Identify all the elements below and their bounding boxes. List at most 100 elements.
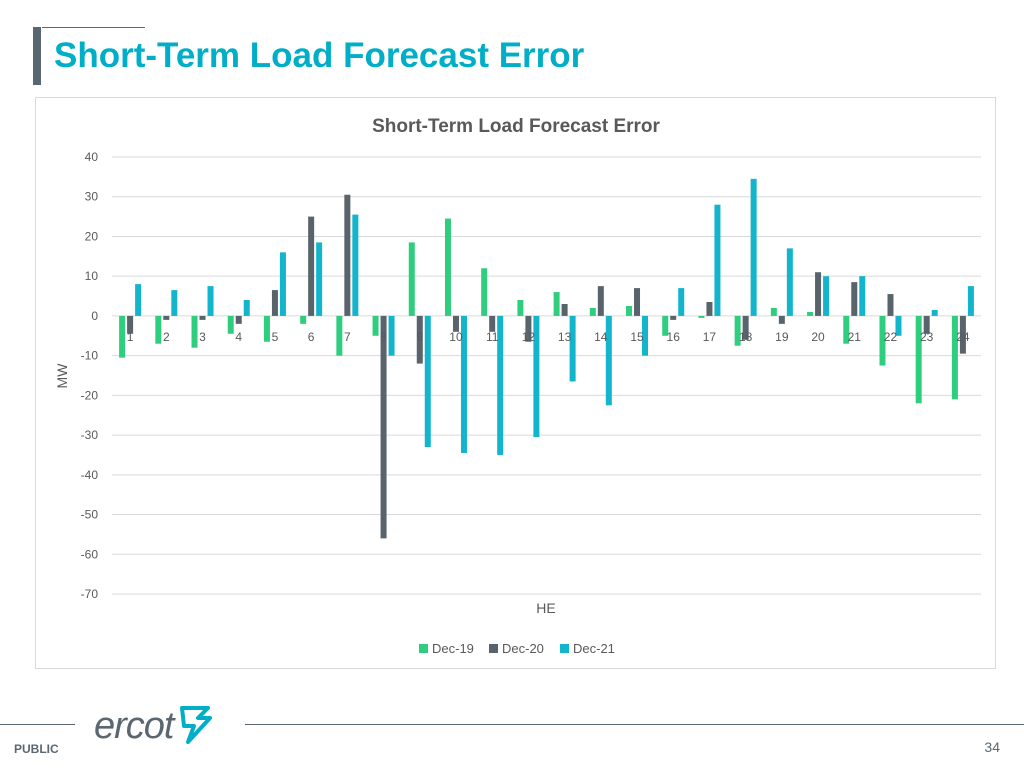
x-tick-label: 9 (416, 330, 423, 344)
bar-dec-20-he-23 (923, 315, 930, 334)
x-tick-label: 13 (558, 330, 572, 344)
bar-dec-19-he-6 (300, 315, 307, 324)
y-tick-label: -70 (81, 587, 99, 601)
bars (119, 178, 974, 539)
x-tick-label: 19 (775, 330, 789, 344)
bar-dec-19-he-9 (408, 242, 415, 316)
bar-dec-20-he-5 (271, 290, 278, 316)
x-tick-label: 5 (272, 330, 279, 344)
footer-rule-right (245, 724, 1024, 725)
bar-dec-19-he-22 (879, 315, 886, 366)
bar-dec-21-he-6 (316, 242, 323, 316)
y-tick-label: -40 (81, 468, 99, 482)
bar-dec-21-he-18 (750, 178, 757, 316)
x-tick-labels: 1 2 3 4 5 6 7 8 9 10 11 12 13 14 15 16 17 18 19 20 21 22 23 24 (127, 330, 970, 344)
footer-rule-left (0, 724, 75, 725)
bar-dec-21-he-12 (533, 315, 540, 438)
bar-dec-19-he-20 (807, 311, 814, 316)
page-number: 34 (984, 739, 1000, 755)
y-tick-label: -10 (81, 349, 99, 363)
x-tick-label: 20 (811, 330, 825, 344)
bar-dec-21-he-10 (460, 315, 467, 453)
bar-dec-21-he-23 (931, 309, 938, 316)
bar-dec-19-he-1 (119, 315, 126, 358)
bar-dec-20-he-9 (416, 315, 423, 364)
legend-swatch-dec-21 (560, 644, 569, 653)
y-tick-label: -50 (81, 508, 99, 522)
bar-dec-21-he-20 (823, 276, 830, 316)
legend: Dec-19 Dec-20 Dec-21 (419, 641, 615, 656)
x-tick-label: 4 (235, 330, 242, 344)
bar-dec-21-he-2 (171, 290, 178, 316)
bar-dec-21-he-24 (967, 286, 974, 316)
bar-dec-21-he-8 (388, 315, 395, 356)
legend-label-dec-21: Dec-21 (573, 641, 615, 656)
legend-swatch-dec-19 (419, 644, 428, 653)
bar-dec-19-he-8 (372, 315, 379, 336)
bar-dec-19-he-14 (589, 307, 596, 316)
bar-dec-19-he-3 (191, 315, 198, 348)
bar-dec-20-he-2 (163, 315, 170, 320)
y-tick-label: -20 (81, 388, 99, 402)
bar-dec-21-he-15 (642, 315, 649, 356)
bar-dec-19-he-11 (481, 268, 488, 316)
bar-dec-20-he-16 (670, 315, 677, 320)
gridlines (112, 156, 981, 595)
bar-dec-20-he-19 (778, 315, 785, 324)
bar-dec-21-he-5 (279, 252, 286, 316)
x-tick-label: 21 (848, 330, 862, 344)
page-title: Short-Term Load Forecast Error (54, 36, 585, 75)
bar-dec-20-he-21 (851, 282, 858, 316)
bar-dec-20-he-17 (706, 302, 713, 316)
bar-dec-20-he-15 (634, 288, 641, 316)
bar-dec-21-he-16 (678, 288, 685, 316)
bar-dec-20-he-18 (742, 315, 749, 340)
bar-dec-20-he-10 (452, 315, 459, 332)
logo-text: ercot (94, 705, 174, 747)
bar-dec-19-he-24 (951, 315, 958, 400)
bar-dec-20-he-7 (344, 194, 351, 316)
y-tick-labels: 40 30 20 10 0 -10 -20 -30 -40 -50 -60 -70 (81, 150, 99, 601)
bar-dec-20-he-1 (127, 315, 134, 334)
bar-dec-21-he-14 (605, 315, 612, 406)
bar-dec-21-he-1 (135, 284, 142, 316)
footer-public-label: PUBLIC (14, 742, 59, 756)
x-tick-label: 3 (199, 330, 206, 344)
x-tick-label: 24 (956, 330, 970, 344)
bar-dec-21-he-3 (207, 286, 214, 316)
y-tick-label: -60 (81, 547, 99, 561)
bar-dec-21-he-11 (497, 315, 504, 455)
x-tick-label: 23 (920, 330, 934, 344)
bar-dec-21-he-13 (569, 315, 576, 382)
bar-dec-20-he-4 (235, 315, 242, 324)
bar-dec-19-he-2 (155, 315, 162, 344)
x-tick-label: 6 (308, 330, 315, 344)
x-tick-label: 8 (380, 330, 387, 344)
bar-dec-21-he-9 (424, 315, 431, 448)
title-accent-bar (33, 27, 41, 85)
x-tick-label: 2 (163, 330, 170, 344)
y-tick-label: -30 (81, 428, 99, 442)
bar-dec-19-he-13 (553, 292, 560, 316)
y-tick-label: 40 (85, 150, 99, 164)
y-tick-label: 0 (91, 309, 98, 323)
legend-swatch-dec-20 (489, 644, 498, 653)
bar-dec-19-he-4 (227, 315, 234, 334)
chart-title: Short-Term Load Forecast Error (372, 116, 660, 137)
bar-dec-21-he-21 (859, 276, 866, 316)
bar-dec-19-he-21 (843, 315, 850, 344)
x-tick-label: 17 (703, 330, 717, 344)
bar-dec-20-he-6 (308, 216, 315, 316)
x-tick-label: 14 (594, 330, 608, 344)
bar-dec-19-he-19 (770, 307, 777, 316)
bar-dec-20-he-3 (199, 315, 206, 320)
bar-dec-19-he-18 (734, 315, 741, 346)
ercot-logo: ercot (94, 700, 214, 748)
texas-logo-icon (179, 706, 212, 744)
bar-dec-21-he-4 (243, 300, 250, 316)
bar-dec-19-he-17 (698, 315, 705, 318)
bar-dec-21-he-7 (352, 214, 359, 316)
x-tick-label: 1 (127, 330, 134, 344)
